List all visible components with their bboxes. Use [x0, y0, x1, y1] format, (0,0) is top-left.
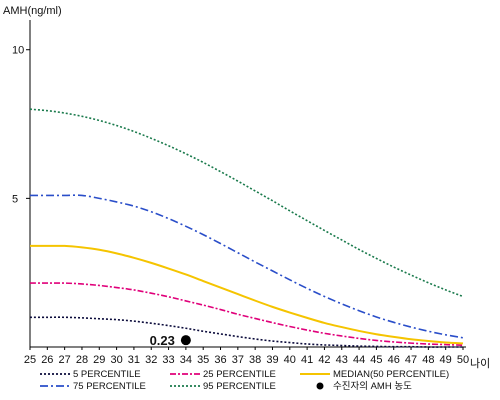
x-tick-label: 38 [249, 354, 261, 366]
x-tick-label: 41 [301, 354, 313, 366]
x-tick-label: 26 [41, 354, 53, 366]
x-tick-label: 50 [457, 354, 469, 366]
x-tick-label: 34 [180, 354, 192, 366]
x-tick-label: 30 [110, 354, 122, 366]
series-line-95-percentile [29, 108, 464, 298]
point-layer: 0.23 [150, 333, 191, 348]
legend-label: 5 PERCENTILE [73, 369, 141, 380]
y-tick-group: 5 10 [12, 45, 30, 205]
legend-label: 75 PERCENTILE [73, 381, 146, 392]
x-tick-label: 32 [145, 354, 157, 366]
x-tick-label: 31 [128, 354, 140, 366]
y-tick-label: 10 [12, 45, 24, 57]
x-tick-label: 37 [232, 354, 244, 366]
series-line-median-50-percentile [30, 244, 464, 345]
legend-label: 95 PERCENTILE [203, 381, 276, 392]
x-tick-label: 27 [59, 354, 71, 366]
x-tick-label: 35 [197, 354, 209, 366]
x-axis-title: 나이 [470, 357, 490, 370]
x-tick-label: 40 [284, 354, 296, 366]
x-tick-label: 29 [93, 354, 105, 366]
x-tick-group: 25 26 27 28 29 30 31 32 33 34 35 36 37 38 39 40 41 42 43 44… [24, 347, 469, 366]
series-line-25-percentile [30, 282, 464, 347]
x-tick-label: 25 [24, 354, 36, 366]
x-tick-label: 49 [440, 354, 452, 366]
x-tick-label: 47 [405, 354, 417, 366]
legend-label: 수진자의 AMH 농도 [333, 381, 412, 392]
x-tick-label: 28 [76, 354, 88, 366]
x-tick-label: 42 [318, 354, 330, 366]
series-line-75-percentile [30, 194, 464, 339]
y-axis-title: AMH(ng/ml) [3, 5, 62, 17]
x-tick-label: 46 [388, 354, 400, 366]
x-tick-label: 36 [214, 354, 226, 366]
legend-label: MEDIAN(50 PERCENTILE) [333, 369, 449, 380]
legend-label: 25 PERCENTILE [203, 369, 276, 380]
series-line-5-percentile [29, 316, 463, 348]
legend-swatch-patient-amh [316, 382, 324, 390]
x-tick-label: 44 [353, 354, 365, 366]
y-tick-label: 5 [12, 193, 18, 205]
patient-amh-point [180, 335, 191, 346]
x-tick-label: 45 [370, 354, 382, 366]
x-tick-label: 33 [162, 354, 174, 366]
x-tick-label: 43 [336, 354, 348, 366]
x-tick-label: 48 [422, 354, 434, 366]
patient-amh-value-label: 0.23 [150, 333, 175, 348]
x-tick-label: 39 [266, 354, 278, 366]
series-layer [29, 108, 464, 348]
chart-legend: 5 PERCENTILE 25 PERCENTILE MEDIAN(50 PERCE… [40, 369, 449, 392]
